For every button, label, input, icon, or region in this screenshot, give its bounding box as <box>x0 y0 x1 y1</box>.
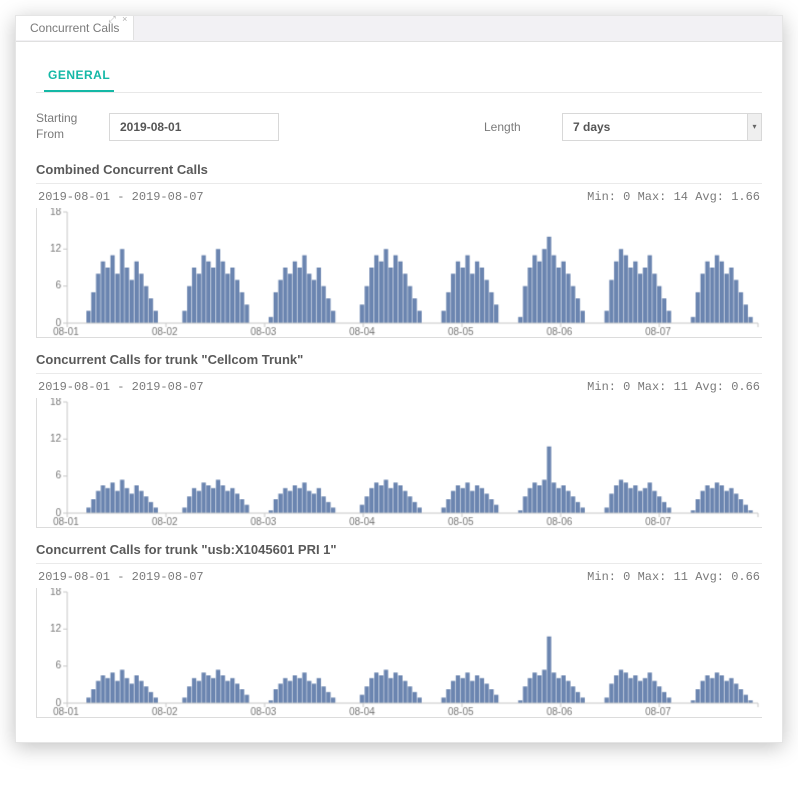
length-select[interactable] <box>562 113 762 141</box>
window-panel: Concurrent Calls ⤢ × GENERAL Starting Fr… <box>15 15 783 743</box>
chart-frame <box>36 208 762 338</box>
starting-from-label: Starting From <box>36 111 91 142</box>
chart-canvas <box>37 208 762 337</box>
chart-frame <box>36 588 762 718</box>
window-title: Concurrent Calls <box>30 21 119 35</box>
length-label: Length <box>484 120 544 134</box>
chart-daterange: 2019-08-01 - 2019-08-07 <box>38 190 204 204</box>
filter-row: Starting From Length ▾ <box>36 111 762 142</box>
tab-general[interactable]: GENERAL <box>44 60 114 92</box>
chart-frame <box>36 398 762 528</box>
chart-block: Combined Concurrent Calls 2019-08-01 - 20… <box>36 162 762 338</box>
charts-container: Combined Concurrent Calls 2019-08-01 - 20… <box>36 162 762 718</box>
chart-title: Concurrent Calls for trunk "Cellcom Trun… <box>36 352 762 374</box>
chart-meta: 2019-08-01 - 2019-08-07 Min: 0 Max: 14 Av… <box>36 190 762 204</box>
content-area: GENERAL Starting From Length ▾ Combined … <box>16 42 782 742</box>
tab-controls[interactable]: ⤢ × <box>108 14 129 25</box>
chart-canvas <box>37 588 762 717</box>
chart-title: Combined Concurrent Calls <box>36 162 762 184</box>
window-tab[interactable]: Concurrent Calls ⤢ × <box>16 16 134 40</box>
chart-stats: Min: 0 Max: 11 Avg: 0.66 <box>587 380 760 394</box>
chart-stats: Min: 0 Max: 11 Avg: 0.66 <box>587 570 760 584</box>
chart-block: Concurrent Calls for trunk "Cellcom Trun… <box>36 352 762 528</box>
starting-from-input[interactable] <box>109 113 279 141</box>
chart-canvas <box>37 398 762 527</box>
titlebar: Concurrent Calls ⤢ × <box>16 16 782 42</box>
chart-meta: 2019-08-01 - 2019-08-07 Min: 0 Max: 11 Av… <box>36 380 762 394</box>
length-select-wrap[interactable]: ▾ <box>562 113 762 141</box>
chart-daterange: 2019-08-01 - 2019-08-07 <box>38 570 204 584</box>
chart-block: Concurrent Calls for trunk "usb:X1045601… <box>36 542 762 718</box>
chart-title: Concurrent Calls for trunk "usb:X1045601… <box>36 542 762 564</box>
subtab-row: GENERAL <box>36 60 762 93</box>
chart-meta: 2019-08-01 - 2019-08-07 Min: 0 Max: 11 Av… <box>36 570 762 584</box>
chart-daterange: 2019-08-01 - 2019-08-07 <box>38 380 204 394</box>
chart-stats: Min: 0 Max: 14 Avg: 1.66 <box>587 190 760 204</box>
